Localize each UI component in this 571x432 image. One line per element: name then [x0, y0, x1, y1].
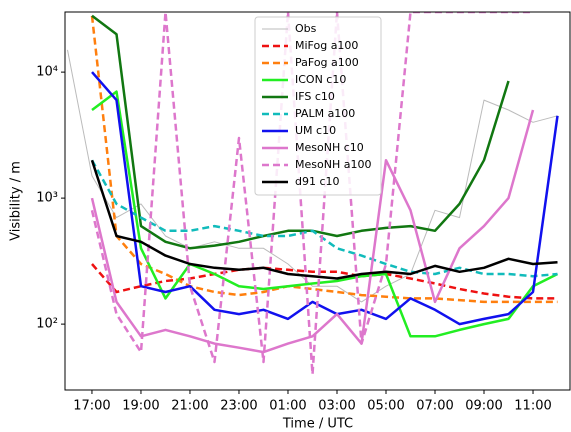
series-line	[90, 159, 558, 280]
legend-frame	[254, 16, 382, 196]
legend-label: MiFog a100	[295, 39, 358, 52]
legend-label: PALM a100	[295, 107, 355, 120]
series-line	[67, 49, 558, 303]
legend-label: PaFog a100	[295, 56, 359, 69]
series-line	[91, 90, 559, 338]
legend-label: UM c10	[295, 124, 336, 137]
series-line	[90, 109, 535, 354]
axes-frame	[64, 11, 571, 391]
series-line	[91, 14, 510, 250]
plot-area	[67, 12, 559, 376]
legend-label: Obs	[295, 22, 317, 35]
x-tick-label: 01:00	[269, 399, 306, 414]
x-tick-label: 21:00	[171, 399, 208, 414]
x-tick-label: 05:00	[367, 399, 404, 414]
x-tick-label: 23:00	[220, 399, 257, 414]
series-line	[91, 71, 559, 326]
x-tick-label: 03:00	[318, 399, 355, 414]
legend-label: MesoNH c10	[295, 141, 364, 154]
x-tick-label: 19:00	[122, 399, 159, 414]
legend-label: d91 c10	[295, 175, 340, 188]
series-line	[90, 15, 558, 304]
y-tick-label: 10²	[36, 317, 58, 332]
legend: Obs MiFog a100 PaFog a100 ICON c10 IFS c10 PA…	[254, 16, 382, 196]
y-tick-label: 10³	[36, 191, 58, 206]
legend-label: MesoNH a100	[295, 158, 371, 171]
x-tick-label: 17:00	[73, 399, 110, 414]
y-axis-label: Visibility / m	[9, 161, 24, 241]
series-line	[91, 263, 558, 300]
y-tick-label: 10⁴	[36, 65, 58, 80]
x-tick-label: 09:00	[465, 399, 502, 414]
x-axis-label: Time / UTC	[282, 417, 353, 432]
legend-label: ICON c10	[295, 73, 346, 86]
x-tick-label: 11:00	[514, 399, 551, 414]
x-tick-label: 07:00	[416, 399, 453, 414]
series-line	[90, 159, 558, 278]
legend-label: IFS c10	[295, 90, 335, 103]
